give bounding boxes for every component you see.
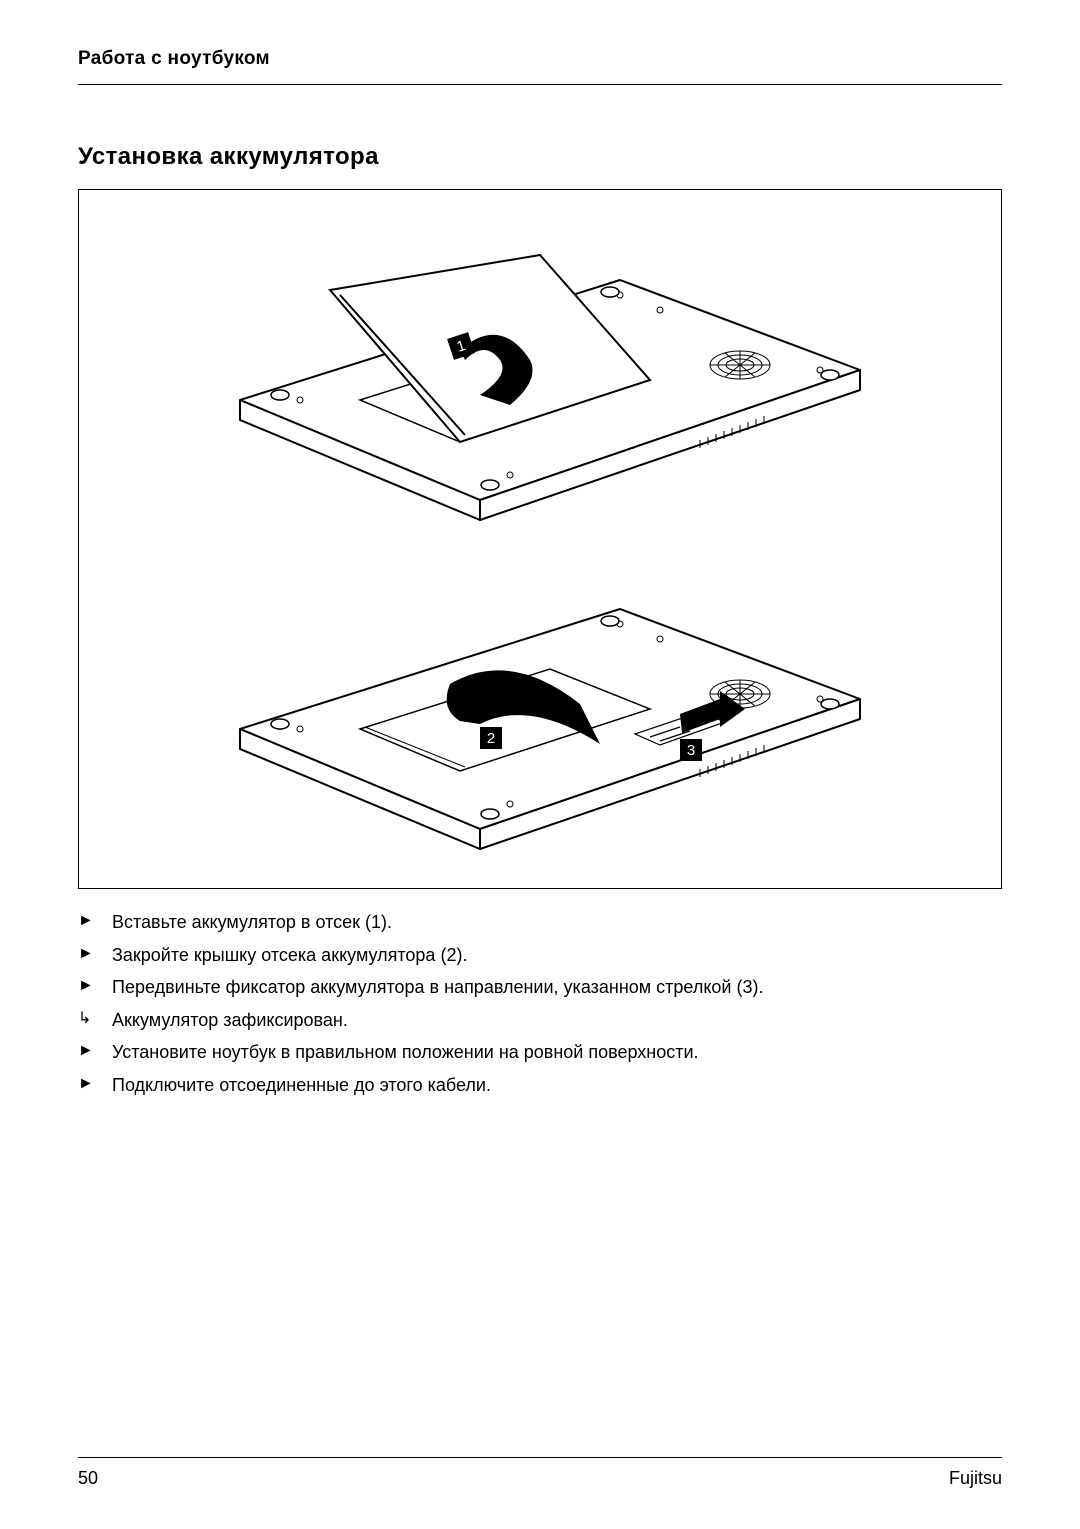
figure-top-illustration: 1 xyxy=(180,220,900,530)
page-number: 50 xyxy=(78,1468,98,1489)
step-text: Установите ноутбук в правильном положени… xyxy=(112,1037,1002,1068)
section-title: Установка аккумулятора xyxy=(78,143,1002,171)
step-text: Вставьте аккумулятор в отсек (1). xyxy=(112,907,1002,938)
step-item: ↳ Аккумулятор зафиксирован. xyxy=(78,1005,1002,1036)
callout-3: 3 xyxy=(680,739,702,761)
manual-page: Работа с ноутбуком Установка аккумулятор… xyxy=(0,0,1080,1529)
svg-text:3: 3 xyxy=(687,742,695,759)
figure-bottom-illustration: 2 3 xyxy=(180,549,900,859)
footer-brand: Fujitsu xyxy=(949,1468,1002,1489)
footer-rule xyxy=(78,1457,1002,1458)
svg-text:2: 2 xyxy=(487,730,495,747)
result-marker-icon: ↳ xyxy=(78,1005,98,1032)
running-header: Работа с ноутбуком xyxy=(78,48,1002,70)
step-item: ► Передвиньте фиксатор аккумулятора в на… xyxy=(78,972,1002,1003)
action-marker-icon: ► xyxy=(78,940,98,967)
step-item: ► Установите ноутбук в правильном положе… xyxy=(78,1037,1002,1068)
action-marker-icon: ► xyxy=(78,1070,98,1097)
step-text: Аккумулятор зафиксирован. xyxy=(112,1005,1002,1036)
steps-list: ► Вставьте аккумулятор в отсек (1). ► За… xyxy=(78,907,1002,1101)
step-text: Подключите отсоединенные до этого кабели… xyxy=(112,1070,1002,1101)
figure-box: 1 xyxy=(78,189,1002,889)
action-marker-icon: ► xyxy=(78,907,98,934)
step-item: ► Подключите отсоединенные до этого кабе… xyxy=(78,1070,1002,1101)
step-item: ► Вставьте аккумулятор в отсек (1). xyxy=(78,907,1002,938)
page-footer: 50 Fujitsu xyxy=(78,1457,1002,1489)
action-marker-icon: ► xyxy=(78,972,98,999)
callout-2: 2 xyxy=(480,727,502,749)
step-text: Закройте крышку отсека аккумулятора (2). xyxy=(112,940,1002,971)
step-item: ► Закройте крышку отсека аккумулятора (2… xyxy=(78,940,1002,971)
step-text: Передвиньте фиксатор аккумулятора в напр… xyxy=(112,972,1002,1003)
header-rule xyxy=(78,84,1002,85)
action-marker-icon: ► xyxy=(78,1037,98,1064)
